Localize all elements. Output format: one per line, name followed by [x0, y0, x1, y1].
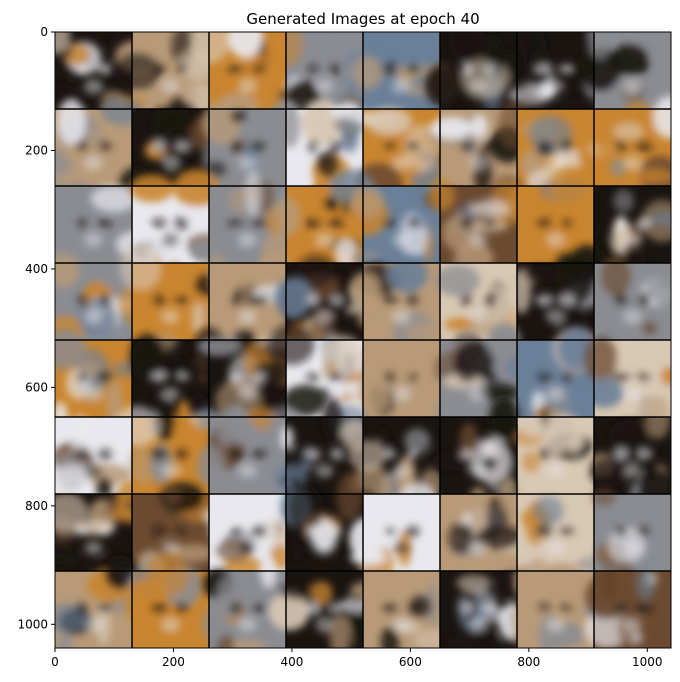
figure-title: Generated Images at epoch 40	[246, 10, 479, 28]
x-tick-label: 200	[162, 655, 185, 669]
generated-image-tile	[129, 327, 224, 421]
generated-image-tile	[349, 571, 457, 648]
y-tick-label: 0	[40, 25, 48, 39]
plot-frame	[54, 31, 672, 649]
x-axis-ticks: 0 200 400 600 800 1000	[51, 648, 663, 669]
generated-image-tile	[201, 555, 296, 648]
generated-image-tile	[510, 558, 617, 648]
x-tick-label: 600	[399, 655, 422, 669]
generated-image-tile	[517, 482, 604, 589]
generated-image-tile	[349, 482, 445, 588]
generated-image-tile	[351, 107, 452, 206]
y-tick-label: 400	[25, 262, 48, 276]
generated-image-tile	[119, 244, 226, 340]
generated-image-tile	[594, 186, 671, 278]
y-tick-label: 1000	[17, 617, 48, 631]
generated-image-tile	[114, 399, 224, 494]
y-tick-label: 200	[25, 143, 48, 157]
generated-image-tile	[575, 488, 671, 575]
generated-image-tile	[202, 494, 303, 578]
generated-image-tile	[201, 100, 299, 186]
y-axis-ticks: 0 200 400 600 800 1000	[17, 25, 55, 631]
generated-image-tile	[358, 329, 450, 418]
generated-image-tile	[424, 32, 525, 113]
x-tick-label: 800	[517, 655, 540, 669]
y-tick-label: 600	[25, 380, 48, 394]
generated-image-tile	[349, 255, 446, 352]
generated-image-tile	[197, 330, 305, 423]
generated-image-grid	[55, 32, 671, 648]
y-tick-label: 800	[25, 499, 48, 513]
generated-image-tile	[579, 32, 671, 109]
generated-image-tile	[594, 255, 671, 341]
generated-image-tile	[279, 95, 369, 188]
generated-image-tile	[585, 95, 671, 198]
generated-image-tile	[583, 563, 671, 648]
generated-image-tile	[55, 328, 142, 427]
generated-image-tile	[124, 553, 209, 648]
x-tick-label: 400	[280, 655, 303, 669]
x-tick-label: 0	[51, 655, 59, 669]
generated-image-tile	[55, 253, 144, 360]
generated-image-tile	[55, 179, 138, 270]
generated-image-tile	[440, 571, 532, 648]
x-tick-label: 1000	[632, 655, 663, 669]
